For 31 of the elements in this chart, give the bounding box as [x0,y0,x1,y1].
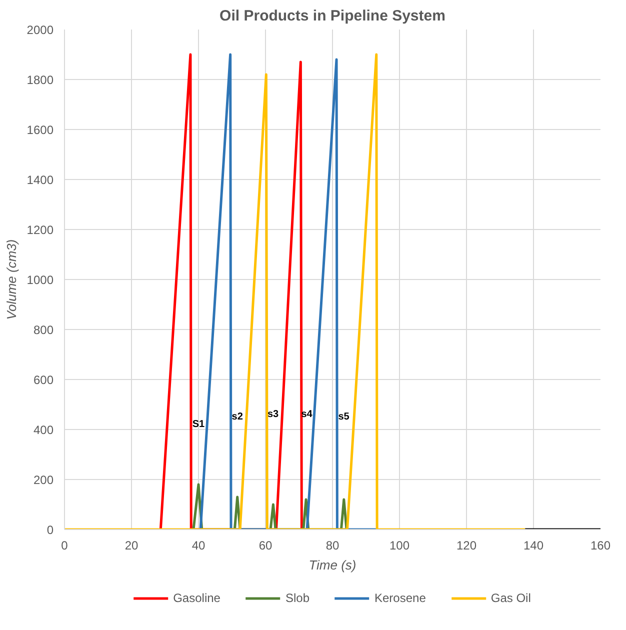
y-tick-label: 0 [46,523,54,537]
x-tick-label: 60 [258,538,272,552]
y-tick-label: 400 [33,423,54,437]
y-tick-label: 2000 [26,23,54,37]
annotation: S1 [192,419,206,430]
x-tick-label: 20 [124,538,138,552]
y-tick-label: 600 [33,373,54,387]
x-tick-label: 120 [456,538,477,552]
x-tick-label: 140 [523,538,544,552]
legend-label: Gasoline [173,590,220,604]
x-tick-label: 160 [590,538,611,552]
y-tick-label: 1200 [26,223,54,237]
x-tick-label: 0 [61,538,68,552]
chart-title: Oil Products in Pipeline System [220,8,446,24]
y-tick-label: 1000 [26,273,54,287]
y-tick-label: 1600 [26,123,54,137]
y-tick-label: 1800 [26,73,54,87]
x-tick-label: 40 [192,538,206,552]
legend-label: Slob [285,590,310,604]
annotation: s5 [338,412,350,422]
y-axis-title: Volume (cm3) [4,239,19,320]
annotation: s3 [267,409,280,420]
x-tick-label: 80 [326,538,340,552]
x-axis-title: Time (s) [308,558,356,572]
y-tick-label: 800 [33,323,54,337]
legend-label: Kerosene [374,590,426,604]
y-tick-label: 200 [33,473,54,487]
x-tick-label: 100 [389,538,410,552]
annotation: s2 [232,412,244,422]
legend-label: Gas Oil [490,590,531,604]
y-tick-label: 1400 [26,173,54,187]
